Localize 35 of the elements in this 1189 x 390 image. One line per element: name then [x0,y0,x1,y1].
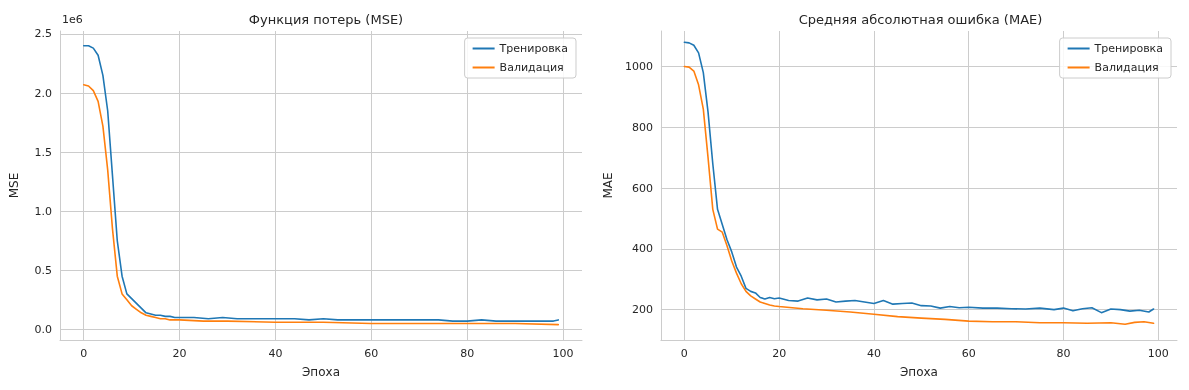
x-tick-label: 100 [552,347,574,360]
x-tick-label: 40 [866,347,881,360]
x-tick-label: 100 [1147,347,1169,360]
text: 1e6 [62,13,83,26]
x-tick-label: 20 [772,347,787,360]
y-tick-label: 0.0 [34,322,52,336]
legend-label: Тренировка [498,42,568,55]
y-tick-label: 600 [631,181,653,195]
y-tick-label: 1.5 [34,145,52,159]
x-axis-title: Эпоха [301,365,341,379]
y-tick-label: 1.0 [34,204,52,218]
y-tick-label: 1000 [624,60,653,74]
x-tick-label: 0 [80,347,88,360]
legend-label: Валидация [499,61,564,74]
x-tick-label: 80 [460,347,475,360]
y-tick-label: 800 [631,120,653,134]
x-tick-label: 60 [961,347,976,360]
y-tick-label: 2.0 [34,86,52,100]
y-tick-label: 0.5 [34,263,52,277]
y-axis-title: MAE [601,172,615,199]
line-series [82,83,560,326]
chart-title: Средняя абсолютная ошибка (MAE) [798,12,1043,27]
legend-label: Тренировка [1093,42,1163,55]
x-tick-label: 60 [364,347,379,360]
x-tick-label: 20 [172,347,187,360]
y-tick-label: 400 [631,242,653,256]
chart-title: Функция потерь (MSE) [248,12,404,27]
legend-label: Валидация [1094,61,1159,74]
y-axis-title: MSE [7,172,21,199]
x-tick-label: 80 [1056,347,1071,360]
y-tick-label: 2.5 [34,27,52,41]
x-tick-label: 0 [680,347,688,360]
x-tick-label: 40 [268,347,283,360]
y-tick-label: 200 [631,303,653,317]
x-axis-title: Эпоха [899,365,938,379]
